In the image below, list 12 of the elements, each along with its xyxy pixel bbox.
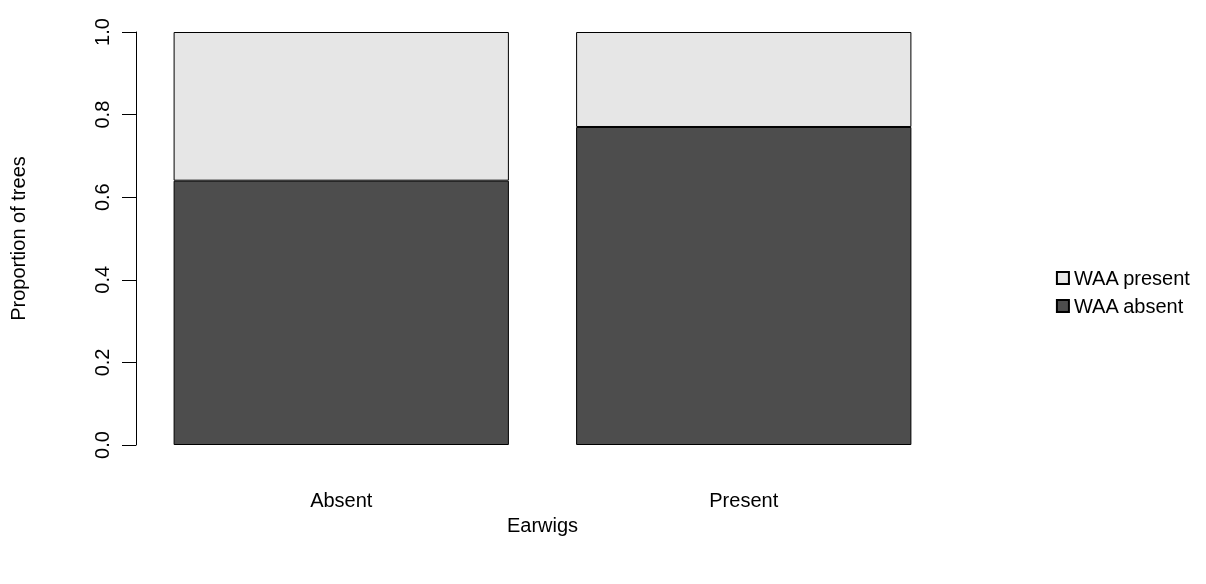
y-tick-label: 0.8 — [91, 100, 113, 129]
y-tick-label: 0.2 — [91, 348, 113, 377]
y-tick-label: 0.6 — [91, 183, 113, 212]
legend-label: WAA present — [1073, 267, 1191, 289]
y-tick-label: 1.0 — [91, 18, 113, 46]
x-axis-title: Earwigs — [506, 513, 579, 536]
y-axis-title: Proportion of trees — [7, 156, 29, 321]
y-tick-label: 0.4 — [91, 265, 113, 294]
x-tick-label: Absent — [310, 489, 373, 511]
legend-label: WAA absent — [1073, 295, 1184, 317]
y-tick-label: 0.0 — [91, 431, 113, 459]
x-tick-label: Present — [709, 489, 779, 511]
